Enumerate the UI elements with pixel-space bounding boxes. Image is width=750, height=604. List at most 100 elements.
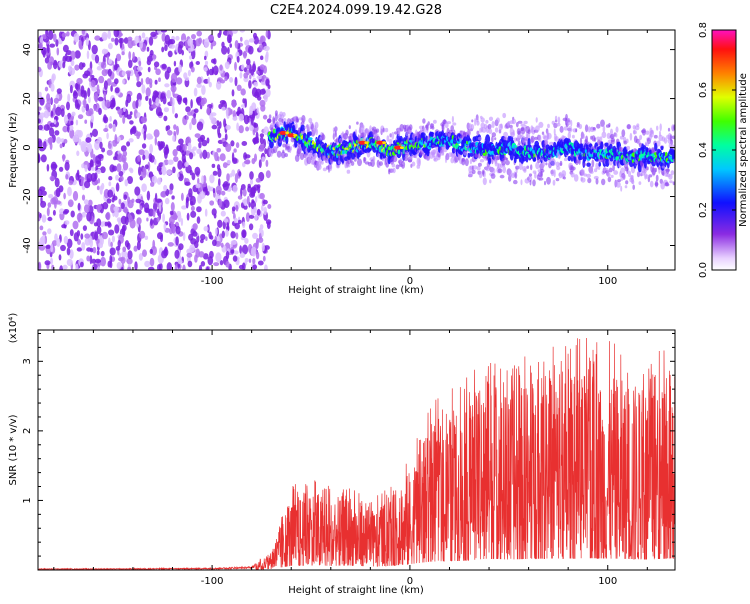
signal-halo-mark [554, 136, 559, 142]
noise-mark [138, 253, 143, 261]
noise-mark [252, 258, 256, 265]
noise-mark [97, 178, 101, 184]
noise-mark [193, 87, 198, 97]
noise-mark [141, 183, 147, 192]
signal-halo-mark [386, 135, 390, 142]
signal-halo-mark [372, 155, 376, 162]
noise-mark [154, 79, 158, 85]
noise-mark [115, 182, 120, 192]
signal-halo-mark [467, 128, 471, 137]
colorbar-tick-label: 0.2 [698, 202, 709, 218]
noise-mark [158, 143, 162, 151]
noise-mark [46, 207, 50, 217]
signal-halo-mark [587, 126, 591, 133]
signal-halo-mark [624, 185, 628, 189]
signal-halo-mark [669, 180, 673, 184]
noise-mark [251, 102, 257, 111]
signal-halo-mark [650, 129, 654, 134]
noise-mark [41, 190, 47, 196]
signal-halo-mark [403, 156, 409, 162]
noise-mark [74, 64, 80, 71]
signal-halo-mark [446, 121, 452, 125]
noise-mark [50, 110, 54, 117]
signal-halo-mark [526, 133, 531, 140]
signal-mark [522, 156, 527, 162]
noise-mark [265, 30, 269, 38]
signal-halo-mark [471, 169, 476, 174]
noise-mark [250, 246, 257, 257]
noise-mark [114, 37, 119, 46]
signal-halo-mark [520, 123, 526, 127]
noise-mark [40, 154, 47, 163]
noise-mark [264, 264, 268, 270]
colorbar-tick-label: 0.0 [698, 262, 709, 278]
signal-halo-mark [494, 127, 499, 133]
signal-halo-mark [670, 144, 675, 150]
signal-halo-mark [505, 157, 508, 161]
noise-mark [122, 79, 125, 85]
noise-mark [243, 198, 248, 207]
y-tick-label: -40 [22, 237, 33, 253]
noise-mark [94, 231, 99, 241]
noise-mark [258, 159, 262, 169]
noise-mark [137, 99, 142, 107]
noise-mark [90, 247, 94, 253]
signal-halo-mark [502, 166, 507, 174]
signal-peak-mark [382, 141, 387, 145]
noise-mark [164, 34, 171, 45]
noise-mark [158, 111, 164, 116]
noise-mark [84, 119, 88, 124]
noise-mark [265, 159, 269, 167]
noise-mark [58, 254, 62, 261]
signal-halo-mark [348, 125, 351, 130]
noise-mark [56, 136, 61, 144]
signal-halo-mark [480, 117, 485, 123]
noise-mark [248, 45, 254, 55]
noise-mark [72, 190, 79, 201]
noise-mark [210, 117, 217, 125]
noise-mark [39, 97, 45, 106]
noise-mark [252, 264, 258, 270]
signal-halo-mark [596, 123, 601, 129]
signal-halo-mark [502, 112, 507, 119]
signal-halo-mark [621, 129, 626, 138]
signal-mark [567, 155, 571, 162]
noise-mark [39, 36, 44, 45]
noise-mark [78, 62, 84, 70]
noise-mark [108, 181, 112, 187]
noise-mark [149, 143, 154, 154]
noise-mark [107, 143, 112, 149]
signal-halo-mark [464, 158, 469, 167]
noise-mark [248, 80, 252, 89]
noise-mark [218, 178, 221, 187]
noise-mark [126, 257, 133, 265]
signal-halo-mark [653, 134, 658, 139]
noise-mark [258, 237, 264, 244]
noise-mark [114, 209, 119, 218]
signal-halo-mark [399, 124, 404, 132]
noise-mark [243, 114, 250, 125]
noise-mark [202, 149, 208, 160]
noise-mark [55, 39, 59, 47]
noise-mark [91, 86, 97, 92]
signal-peak-mark [364, 141, 369, 145]
signal-halo-mark [357, 134, 360, 142]
noise-mark [70, 59, 75, 67]
noise-mark [144, 164, 149, 170]
noise-mark [47, 43, 50, 54]
noise-mark [101, 99, 106, 109]
noise-mark [244, 39, 250, 46]
noise-mark [255, 240, 259, 249]
noise-mark [167, 130, 173, 136]
noise-mark [96, 226, 102, 235]
noise-mark [73, 32, 80, 43]
noise-mark [91, 44, 98, 55]
noise-mark [127, 176, 133, 184]
signal-halo-mark [545, 162, 548, 166]
signal-halo-mark [617, 179, 622, 183]
signal-halo-mark [490, 173, 496, 179]
noise-mark [114, 224, 120, 234]
signal-halo-mark [282, 143, 286, 148]
noise-mark [223, 218, 229, 223]
signal-mark [469, 152, 474, 157]
